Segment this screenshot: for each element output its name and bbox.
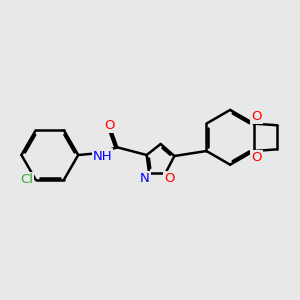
Text: O: O	[251, 151, 262, 164]
Text: O: O	[104, 119, 115, 132]
Text: N: N	[140, 172, 150, 185]
Text: NH: NH	[93, 149, 112, 163]
Text: O: O	[164, 172, 175, 185]
Text: Cl: Cl	[20, 173, 33, 186]
Text: O: O	[251, 110, 262, 123]
